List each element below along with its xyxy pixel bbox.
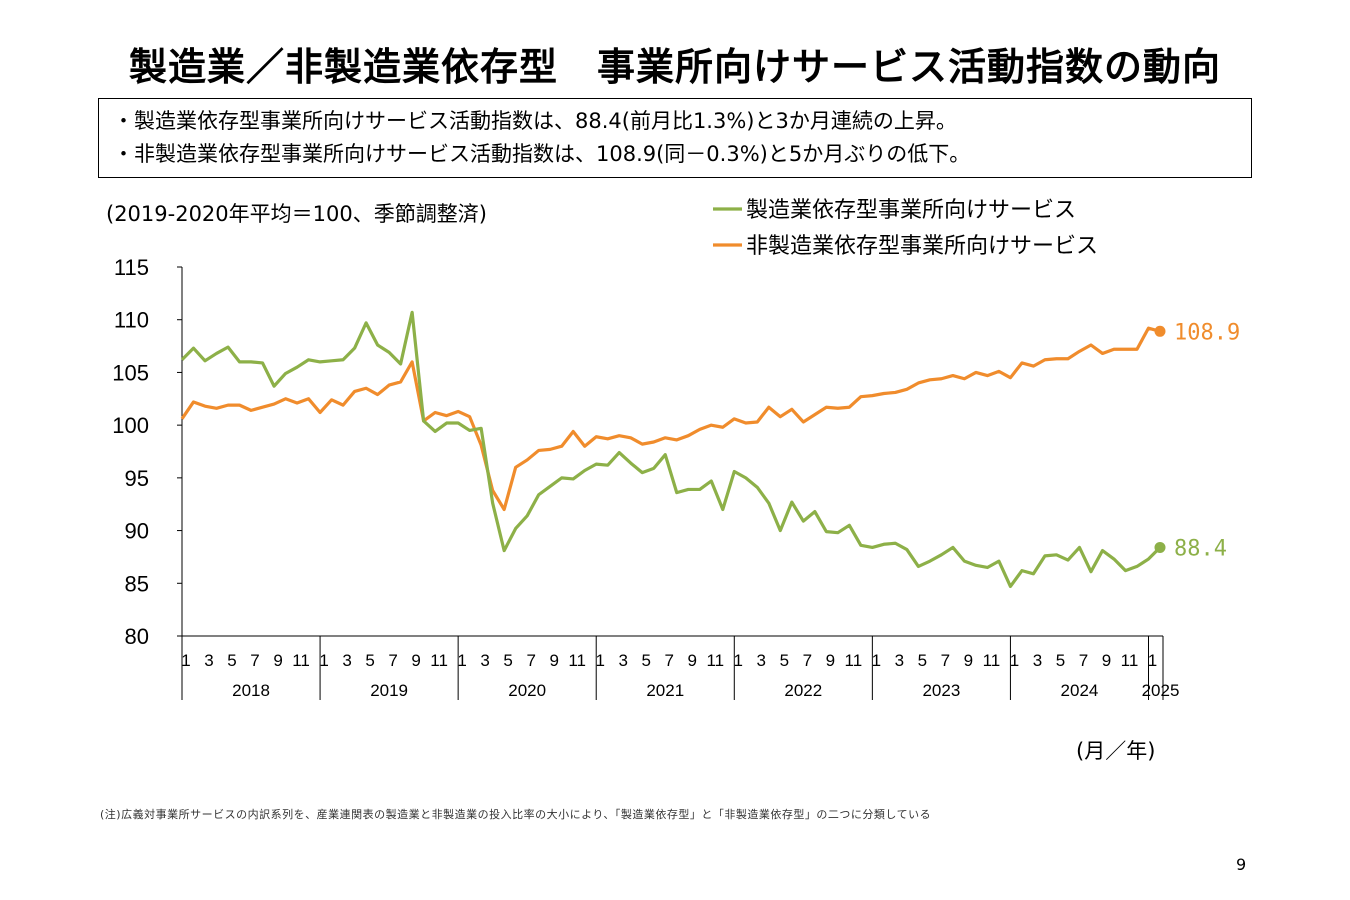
- x-month-label: 11: [568, 651, 586, 670]
- chart-series: 108.9 88.4: [180, 310, 1240, 589]
- summary-line-non-manufacturing: ・非製造業依存型事業所向けサービス活動指数は、108.9(同－0.3%)と5か月…: [113, 142, 971, 166]
- x-month-label: 7: [665, 651, 674, 670]
- x-year-label: 2025: [1142, 681, 1180, 700]
- y-tick-label: 85: [125, 571, 149, 596]
- y-tick-label: 90: [125, 519, 149, 544]
- x-month-label: 11: [292, 651, 310, 670]
- x-month-label: 3: [618, 651, 627, 670]
- y-tick-label: 105: [112, 360, 149, 385]
- x-month-label: 1: [595, 651, 604, 670]
- series-line-manufacturing: [180, 310, 1162, 589]
- x-year-label: 2018: [232, 681, 270, 700]
- x-year-label: 2019: [370, 681, 408, 700]
- x-year-label: 2023: [922, 681, 960, 700]
- x-year-label: 2022: [784, 681, 822, 700]
- base-note: (2019-2020年平均＝100、季節調整済): [106, 202, 487, 226]
- summary-box: ・製造業依存型事業所向けサービス活動指数は、88.4(前月比1.3%)と3か月連…: [98, 98, 1252, 178]
- x-month-label: 5: [503, 651, 512, 670]
- x-month-label: 3: [204, 651, 213, 670]
- x-month-label: 5: [918, 651, 927, 670]
- summary-line-manufacturing: ・製造業依存型事業所向けサービス活動指数は、88.4(前月比1.3%)と3か月連…: [113, 109, 957, 133]
- x-month-label: 3: [480, 651, 489, 670]
- x-month-label: 1: [734, 651, 743, 670]
- x-month-label: 11: [430, 651, 448, 670]
- x-month-label: 7: [803, 651, 812, 670]
- page-number: 9: [1236, 855, 1247, 874]
- x-month-label: 7: [941, 651, 950, 670]
- x-month-label: 3: [1033, 651, 1042, 670]
- x-month-label: 7: [250, 651, 259, 670]
- x-year-label: 2020: [508, 681, 546, 700]
- x-month-label: 7: [388, 651, 397, 670]
- x-month-label: 7: [526, 651, 535, 670]
- x-month-label: 5: [780, 651, 789, 670]
- x-month-label: 11: [845, 651, 863, 670]
- x-month-label: 9: [411, 651, 420, 670]
- x-month-label: 9: [826, 651, 835, 670]
- x-month-label: 1: [457, 651, 466, 670]
- x-month-label: 9: [1102, 651, 1111, 670]
- x-month-label: 9: [549, 651, 558, 670]
- x-month-label: 3: [895, 651, 904, 670]
- x-month-label: 1: [872, 651, 881, 670]
- x-axis: 1 3 5 7 9 11 1 3 5 7 9 11 1 3 5 7 9 11 1 3 5 7 9 11 1 3 5 7 9 11 1 3 5 7 9…: [181, 635, 1180, 700]
- x-month-label: 5: [642, 651, 651, 670]
- y-tick-label: 110: [114, 308, 149, 333]
- footnote: (注)広義対事業所サービスの内訳系列を、産業連関表の製造業と非製造業の投入比率の…: [100, 808, 932, 821]
- series-end-label: 88.4: [1174, 536, 1227, 561]
- x-month-label: 11: [706, 651, 724, 670]
- x-year-label: 2024: [1061, 681, 1099, 700]
- x-month-label: 9: [273, 651, 282, 670]
- y-tick-label: 115: [114, 255, 149, 280]
- series-line-non-manufacturing: [180, 326, 1161, 512]
- page-title: 製造業／非製造業依存型 事業所向けサービス活動指数の動向: [128, 45, 1221, 89]
- y-tick-label: 100: [112, 413, 149, 438]
- y-tick-label: 95: [125, 466, 149, 491]
- x-month-label: 11: [983, 651, 1001, 670]
- legend-label: 製造業依存型事業所向けサービス: [746, 198, 1076, 223]
- x-year-label: 2021: [646, 681, 684, 700]
- y-axis: 80 85 90 95 100 105 110 115: [112, 255, 183, 649]
- x-month-label: 1: [1148, 651, 1157, 670]
- x-month-label: 3: [342, 651, 351, 670]
- series-end-point: [1154, 541, 1166, 553]
- x-month-label: 5: [227, 651, 236, 670]
- x-month-label: 9: [688, 651, 697, 670]
- x-month-label: 3: [757, 651, 766, 670]
- x-axis-unit-label: (月／年): [1076, 739, 1156, 763]
- legend-label: 非製造業依存型事業所向けサービス: [746, 234, 1098, 259]
- x-month-label: 5: [365, 651, 374, 670]
- x-month-label: 1: [319, 651, 328, 670]
- x-month-label: 5: [1056, 651, 1065, 670]
- x-month-label: 9: [964, 651, 973, 670]
- x-month-label: 1: [181, 651, 190, 670]
- x-month-label: 7: [1079, 651, 1088, 670]
- series-end-point: [1154, 325, 1166, 337]
- x-month-label: 1: [1010, 651, 1019, 670]
- series-end-label: 108.9: [1174, 320, 1240, 345]
- y-tick-label: 80: [125, 624, 149, 649]
- x-month-label: 11: [1121, 651, 1139, 670]
